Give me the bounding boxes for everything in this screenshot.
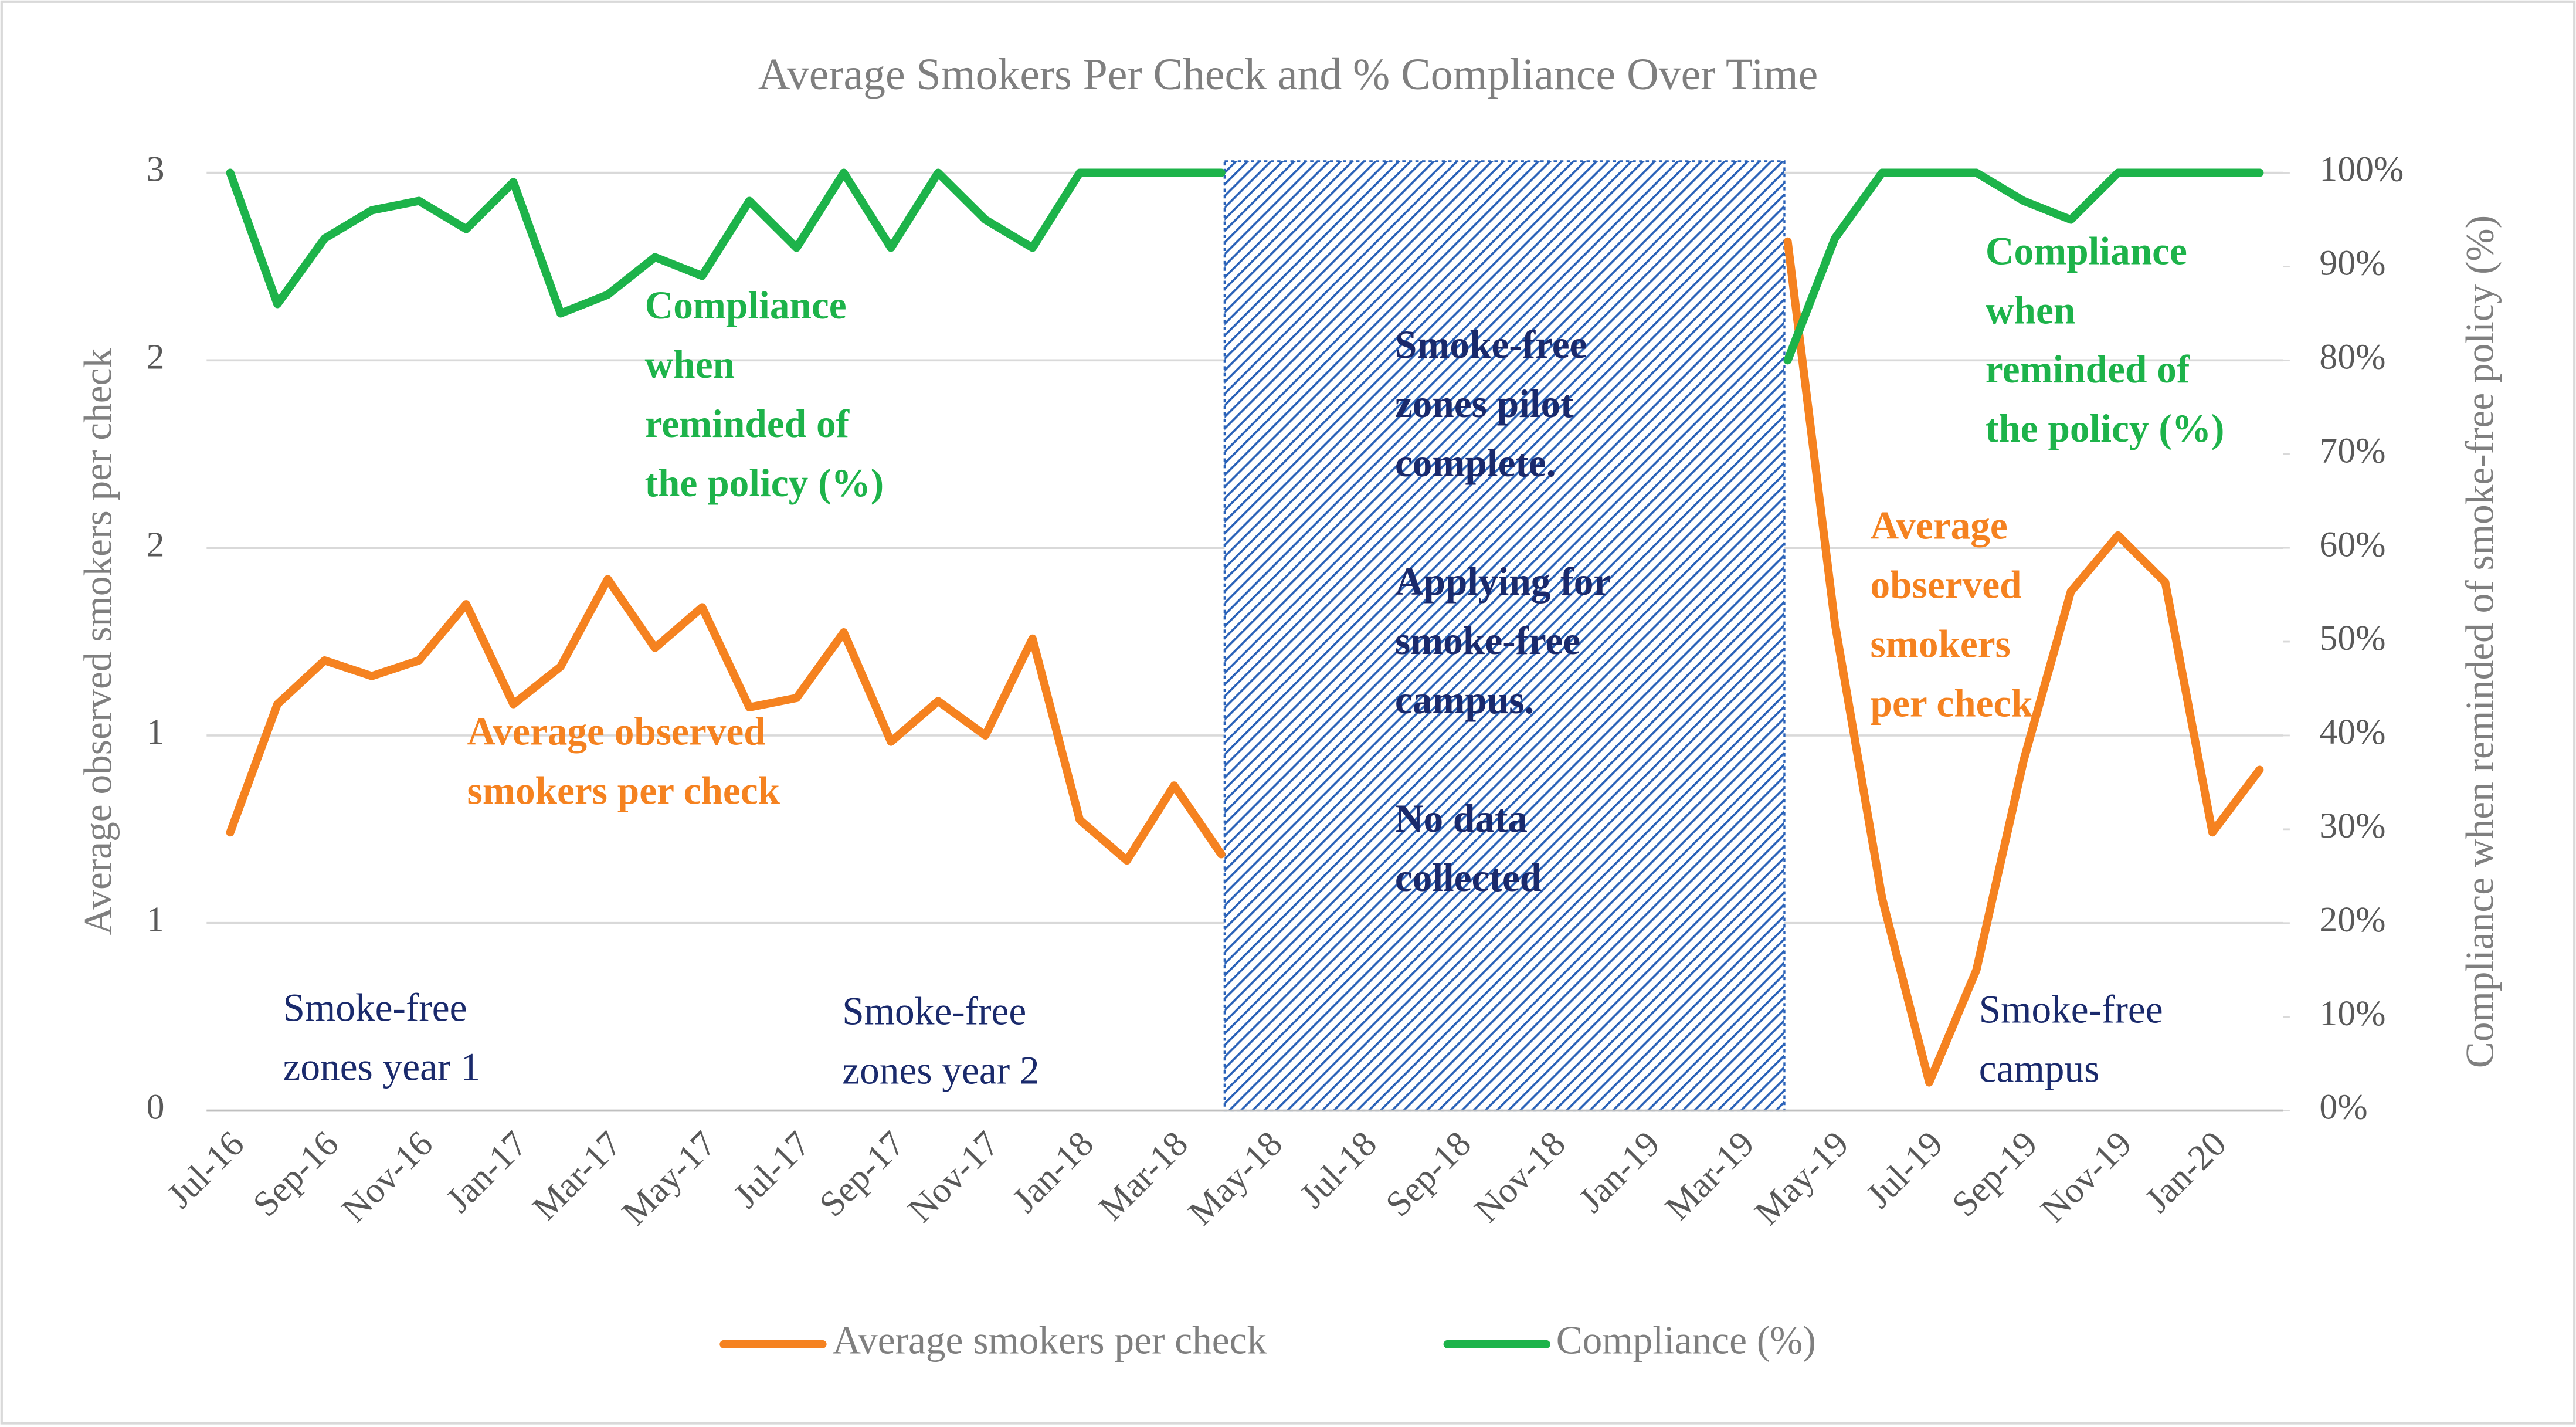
annotation: Average observed — [467, 709, 766, 753]
annotation: Applying for — [1395, 560, 1611, 604]
annotation: zones year 1 — [283, 1045, 480, 1089]
annotation: smokers — [1871, 622, 2011, 666]
annotation: the policy (%) — [645, 461, 884, 505]
y2-tick-label: 40% — [2319, 712, 2385, 752]
y2-tick-label: 90% — [2319, 243, 2385, 283]
annotation: per check — [1871, 682, 2034, 726]
y-tick-label: 2 — [147, 337, 165, 377]
annotation: the policy (%) — [1986, 406, 2225, 450]
annotation: campus. — [1395, 678, 1535, 722]
annotation: zones year 2 — [842, 1048, 1039, 1092]
annotation: when — [1986, 288, 2075, 332]
y2-axis-label: Compliance when reminded of smoke-free p… — [2458, 215, 2502, 1068]
y2-tick-label: 10% — [2319, 994, 2385, 1033]
annotation: reminded of — [1986, 347, 2191, 391]
annotation: Average — [1871, 504, 2008, 548]
annotation: No data — [1395, 796, 1528, 840]
y2-tick-label: 30% — [2319, 806, 2385, 846]
annotation: Smoke-free — [842, 989, 1026, 1033]
annotation: Compliance — [645, 283, 847, 327]
y-tick-label: 2 — [147, 524, 165, 564]
y2-tick-label: 70% — [2319, 431, 2385, 470]
annotation: observed — [1871, 563, 2022, 607]
annotation: smoke-free — [1395, 619, 1580, 663]
data-line — [226, 168, 2264, 365]
chart-title: Average Smokers Per Check and % Complian… — [758, 50, 1818, 99]
no-data-region — [1223, 160, 1786, 1112]
y-axis-label: Average observed smokers per check — [76, 348, 120, 935]
y-tick-label: 0 — [147, 1087, 165, 1127]
annotation: Smoke-free — [1979, 987, 2163, 1031]
annotation: Compliance — [1986, 229, 2187, 273]
y2-tick-label: 100% — [2319, 150, 2404, 189]
annotation: smokers per check — [467, 768, 780, 812]
y-tick-label: 1 — [147, 712, 165, 752]
y-tick-label: 3 — [147, 150, 165, 189]
annotation: when — [645, 343, 735, 387]
legend-label: Compliance (%) — [1556, 1318, 1816, 1362]
annotation: reminded of — [645, 402, 850, 446]
data-line — [226, 237, 2264, 1087]
annotation: Smoke-free — [283, 986, 467, 1030]
y2-tick-label: 0% — [2319, 1087, 2367, 1127]
y2-tick-label: 80% — [2319, 337, 2385, 377]
annotation: Smoke-free — [1395, 323, 1587, 367]
annotation: campus — [1979, 1046, 2100, 1090]
annotation: collected — [1395, 856, 1542, 900]
y2-tick-label: 50% — [2319, 618, 2385, 658]
y2-tick-label: 60% — [2319, 524, 2385, 564]
legend-label: Average smokers per check — [832, 1318, 1267, 1362]
annotation: zones pilot — [1395, 382, 1574, 426]
y2-tick-label: 20% — [2319, 900, 2385, 940]
annotation: complete. — [1395, 441, 1556, 485]
y-tick-label: 1 — [147, 900, 165, 940]
